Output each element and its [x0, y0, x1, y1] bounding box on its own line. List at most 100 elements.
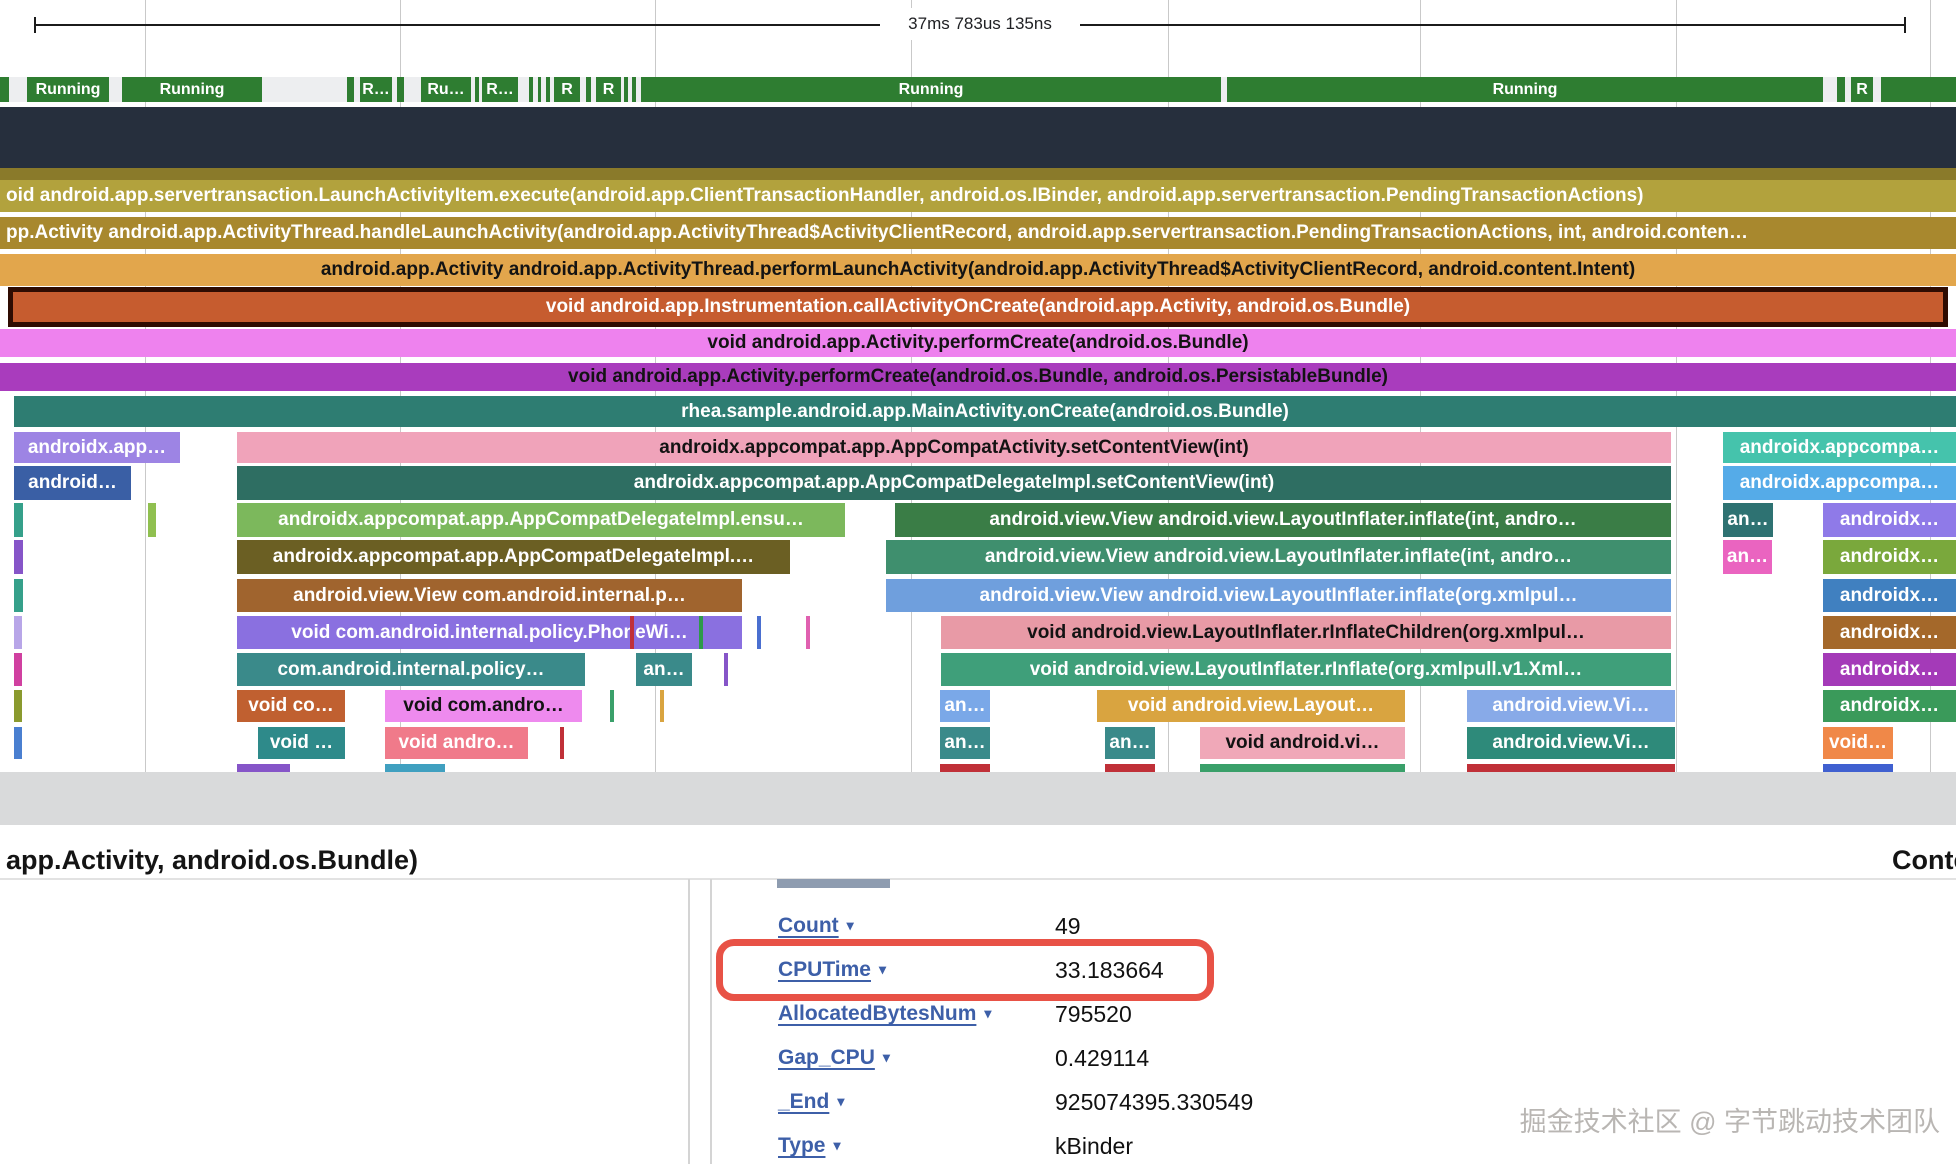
flame-slice[interactable]: android.app.Activity android.app.Activit…	[0, 254, 1956, 286]
flame-slice-selected[interactable]: void android.app.Instrumentation.callAct…	[8, 287, 1948, 327]
flame-slice[interactable]	[806, 616, 810, 649]
flame-slice[interactable]: void android.view.Layout…	[1097, 690, 1405, 722]
flame-slice[interactable]	[14, 540, 23, 574]
flame-slice[interactable]: android.view.Vi…	[1467, 690, 1675, 722]
flame-slice[interactable]: void android.view.LayoutInflater.rInflat…	[941, 653, 1671, 686]
flame-slice[interactable]: android.view.View com.android.internal.p…	[237, 579, 742, 612]
flame-slice[interactable]	[610, 690, 614, 722]
flame-slice[interactable]	[14, 690, 22, 722]
flame-slice[interactable]: android.view.View android.view.LayoutInf…	[886, 540, 1671, 574]
thread-state-segment-running[interactable]: R	[596, 77, 621, 102]
flame-slice[interactable]: void co…	[237, 690, 345, 722]
flame-slice[interactable]: void…	[1823, 727, 1893, 759]
thread-state-segment-running[interactable]: Running	[122, 77, 262, 102]
thread-state-segment-running[interactable]	[632, 77, 636, 102]
flame-slice[interactable]: an…	[636, 653, 692, 686]
prop-label-type[interactable]: Type ▾	[778, 1124, 841, 1164]
flame-slice[interactable]: androidx.appcompa…	[1723, 466, 1956, 500]
flame-slice[interactable]	[1467, 764, 1675, 772]
flame-slice[interactable]	[385, 764, 445, 772]
dropdown-caret-icon[interactable]: ▾	[833, 1137, 841, 1153]
dropdown-caret-icon[interactable]: ▾	[846, 917, 854, 933]
thread-state-segment-running[interactable]	[1837, 77, 1845, 102]
flame-slice[interactable]: android.view.View android.view.LayoutInf…	[895, 503, 1671, 537]
flame-slice[interactable]: an…	[1723, 503, 1773, 537]
flame-slice[interactable]: com.android.internal.policy…	[237, 653, 585, 686]
flame-slice[interactable]: an…	[1723, 540, 1772, 574]
flame-slice[interactable]	[14, 579, 23, 612]
flame-slice[interactable]: void com.android.internal.policy.PhoneWi…	[237, 616, 742, 649]
thread-state-segment-running[interactable]	[0, 77, 9, 102]
flame-slice[interactable]	[630, 616, 634, 649]
flame-slice[interactable]: an…	[940, 727, 990, 759]
flame-slice[interactable]	[0, 168, 1956, 180]
thread-state-segment-running[interactable]: Running	[641, 77, 1221, 102]
flame-slice[interactable]: void android.view.LayoutInflater.rInflat…	[941, 616, 1671, 649]
thread-state-segment-running[interactable]	[347, 77, 354, 102]
dropdown-caret-icon[interactable]: ▾	[878, 961, 887, 977]
flame-slice[interactable]: android.view.Vi…	[1467, 727, 1675, 759]
flame-slice[interactable]: void android.app.Activity.performCreate(…	[0, 329, 1956, 357]
dropdown-caret-icon[interactable]: ▾	[882, 1049, 890, 1065]
flame-slice[interactable]: androidx.appcompa…	[1723, 432, 1956, 463]
thread-state-segment-running[interactable]	[586, 77, 591, 102]
flame-slice[interactable]	[1105, 764, 1155, 772]
flame-slice[interactable]: androidx…	[1823, 503, 1956, 537]
flame-slice[interactable]: androidx…	[1823, 540, 1956, 574]
flame-slice[interactable]: androidx.appcompat.app.AppCompatDelegate…	[237, 466, 1671, 500]
flame-slice[interactable]: void android.app.Activity.performCreate(…	[0, 363, 1956, 391]
prop-label--end[interactable]: _End ▾	[778, 1080, 844, 1124]
dropdown-caret-icon[interactable]: ▾	[984, 1005, 992, 1021]
thread-state-segment-running[interactable]: R…	[482, 77, 518, 102]
flame-slice[interactable]: androidx.appcompat.app.AppCompatActivity…	[237, 432, 1671, 463]
flame-slice[interactable]: androidx.appcompat.app.AppCompatDelegate…	[237, 503, 845, 537]
thread-state-segment-running[interactable]: R…	[360, 77, 392, 102]
flame-slice[interactable]: rhea.sample.android.app.MainActivity.onC…	[14, 396, 1956, 427]
flame-slice[interactable]: androidx…	[1823, 616, 1956, 649]
flame-slice[interactable]	[14, 653, 22, 686]
flame-slice[interactable]: android…	[14, 466, 131, 500]
flame-slice[interactable]	[1823, 764, 1893, 772]
flame-slice[interactable]	[724, 653, 728, 686]
flame-slice[interactable]: androidx…	[1823, 579, 1956, 612]
thread-state-segment-running[interactable]	[624, 77, 628, 102]
flame-slice[interactable]	[560, 727, 564, 759]
details-tab-label[interactable]: Conte	[1892, 845, 1956, 875]
flame-slice[interactable]: pp.Activity android.app.ActivityThread.h…	[0, 217, 1956, 249]
flame-slice[interactable]	[14, 503, 23, 537]
flame-slice[interactable]	[14, 616, 22, 649]
flame-slice[interactable]	[699, 616, 703, 649]
flame-slice[interactable]	[660, 690, 664, 722]
thread-state-segment-running[interactable]: R	[554, 77, 580, 102]
thread-state-segment-running[interactable]	[475, 77, 479, 102]
thread-state-segment-running[interactable]: Running	[27, 77, 109, 102]
flame-slice[interactable]: void android.vi…	[1200, 727, 1405, 759]
flame-slice[interactable]: androidx…	[1823, 653, 1956, 686]
thread-state-segment-running[interactable]: Running	[1227, 77, 1823, 102]
prop-label-cputime[interactable]: CPUTime ▾	[778, 948, 886, 992]
flame-slice[interactable]: void com.andro…	[385, 690, 582, 722]
thread-state-segment-running[interactable]	[546, 77, 550, 102]
prop-label-gap-cpu[interactable]: Gap_CPU ▾	[778, 1036, 890, 1080]
thread-state-segment-running[interactable]	[1881, 77, 1956, 102]
flame-slice[interactable]: androidx…	[1823, 690, 1956, 722]
thread-state-segment-running[interactable]	[538, 77, 541, 102]
flame-slice[interactable]: androidx.appcompat.app.AppCompatDelegate…	[237, 540, 790, 574]
flame-slice[interactable]: androidx.app…	[14, 432, 180, 463]
flame-slice[interactable]: android.view.View android.view.LayoutInf…	[886, 579, 1671, 612]
flame-slice[interactable]: an…	[1105, 727, 1155, 759]
thread-state-segment-running[interactable]: Ru…	[421, 77, 471, 102]
thread-state-segment-running[interactable]: R	[1851, 77, 1873, 102]
prop-label-allocatedbytesnum[interactable]: AllocatedBytesNum ▾	[778, 992, 991, 1036]
flame-slice[interactable]	[1200, 764, 1405, 772]
flame-slice[interactable]: void andro…	[385, 727, 528, 759]
thread-state-segment-running[interactable]	[397, 77, 404, 102]
flame-slice[interactable]	[14, 727, 22, 759]
flame-slice[interactable]: void …	[258, 727, 345, 759]
flame-slice[interactable]: oid android.app.servertransaction.Launch…	[0, 180, 1956, 212]
dropdown-caret-icon[interactable]: ▾	[837, 1093, 845, 1109]
flame-slice[interactable]: an…	[940, 690, 990, 722]
flame-slice[interactable]	[237, 764, 290, 772]
thread-state-segment-running[interactable]	[529, 77, 533, 102]
flame-slice[interactable]	[757, 616, 761, 649]
